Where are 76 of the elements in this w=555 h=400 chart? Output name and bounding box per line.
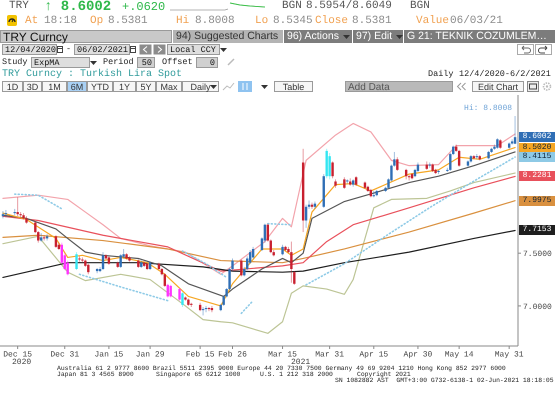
text: Add Data xyxy=(345,81,453,93)
line-series xyxy=(2,230,516,278)
text: Edit Chart xyxy=(472,81,524,92)
x-tick-label: Jan 29 xyxy=(136,350,165,360)
text: Table xyxy=(274,81,313,92)
data-label: 7.9975 xyxy=(519,196,555,206)
text: Lo xyxy=(255,15,268,27)
data-label: 8.5020 xyxy=(519,142,555,153)
text: TRY Curncy xyxy=(0,30,172,44)
text: TRY xyxy=(9,0,29,12)
text: Study xyxy=(2,57,28,68)
text: 18:18 xyxy=(44,15,78,27)
text: Max xyxy=(156,81,182,92)
x-tick-label: Apr 15 xyxy=(359,350,388,360)
text: 8.8008 xyxy=(195,15,235,27)
text: 12/4/2020-6/2/2021 xyxy=(459,69,551,80)
text: Close xyxy=(315,15,348,27)
y-tick-label: 7.0000 xyxy=(523,302,552,312)
text: 06/02/2021 xyxy=(74,44,130,55)
data-label: 7.7153 xyxy=(519,225,555,236)
text: BGN xyxy=(282,0,302,12)
text: 96) Actions xyxy=(284,30,352,43)
x-tick-label: Dec 31 xyxy=(50,350,80,360)
x-tick-label: Mar 15 xyxy=(268,350,298,360)
text: Op xyxy=(90,15,104,27)
line-series xyxy=(2,200,516,264)
text: 8.5381 xyxy=(352,15,392,27)
text: Period xyxy=(103,57,134,68)
x-tick-label: Feb 15 xyxy=(186,350,215,360)
text: Value xyxy=(416,15,450,27)
text: 06/03/21 xyxy=(450,15,503,27)
text: Offset xyxy=(162,57,193,68)
text: 8.6002 xyxy=(522,132,552,142)
text: - xyxy=(66,44,72,55)
line-series xyxy=(2,176,516,272)
text: 1D xyxy=(2,81,23,92)
text: Daily xyxy=(182,81,219,92)
chart-title: TRY Curncy : Turkish Lira Spot xyxy=(2,69,182,80)
text: 0 xyxy=(196,57,218,68)
text: 6M xyxy=(67,81,87,92)
text: Daily xyxy=(428,69,454,80)
data-label: 8.2281 xyxy=(519,171,555,182)
x-tick-label: May 14 xyxy=(444,350,474,360)
text: 8.5345 xyxy=(273,15,313,27)
data-label: 8.4115 xyxy=(519,152,555,162)
text: BGN xyxy=(410,0,430,12)
text: 97) Edit xyxy=(353,30,403,43)
text: G 21: TEKNIK COZUMLEM… xyxy=(404,30,555,43)
x-tick-label: May 31 xyxy=(494,350,524,360)
text: Local CCY xyxy=(167,44,220,55)
x-tick-label: Mar 31 xyxy=(315,350,344,360)
text: 8.5954/8.6049 xyxy=(306,0,392,12)
text: 2021 xyxy=(291,358,310,367)
line-series xyxy=(2,122,516,275)
x-tick-label: Apr 30 xyxy=(404,350,433,360)
text: 12/04/2020 xyxy=(2,44,57,55)
text: 1Y xyxy=(113,81,136,92)
x-tick-label: Dec 15 xyxy=(3,350,32,360)
text: 8.5381 xyxy=(108,15,148,27)
text: ExpMA xyxy=(31,57,90,68)
text: Hi xyxy=(176,15,190,27)
text: At xyxy=(25,15,38,27)
text: ↑ 8.6002 xyxy=(44,0,112,15)
annotation: Hi: 8.8008 xyxy=(464,104,512,113)
text: 5Y xyxy=(136,81,156,92)
text: YTD xyxy=(87,81,113,92)
x-tick-label: Feb 26 xyxy=(218,350,248,360)
text: 50 xyxy=(137,57,155,68)
text: 1M xyxy=(42,81,67,92)
y-tick-label: 7.5000 xyxy=(523,250,552,260)
x-tick-label: Jan 15 xyxy=(94,350,124,360)
line-series xyxy=(2,172,516,334)
text: +.0620 xyxy=(122,0,166,14)
text: 2020 xyxy=(12,358,32,367)
text: 3D xyxy=(23,81,42,92)
text: 94) Suggested Charts xyxy=(173,30,283,43)
